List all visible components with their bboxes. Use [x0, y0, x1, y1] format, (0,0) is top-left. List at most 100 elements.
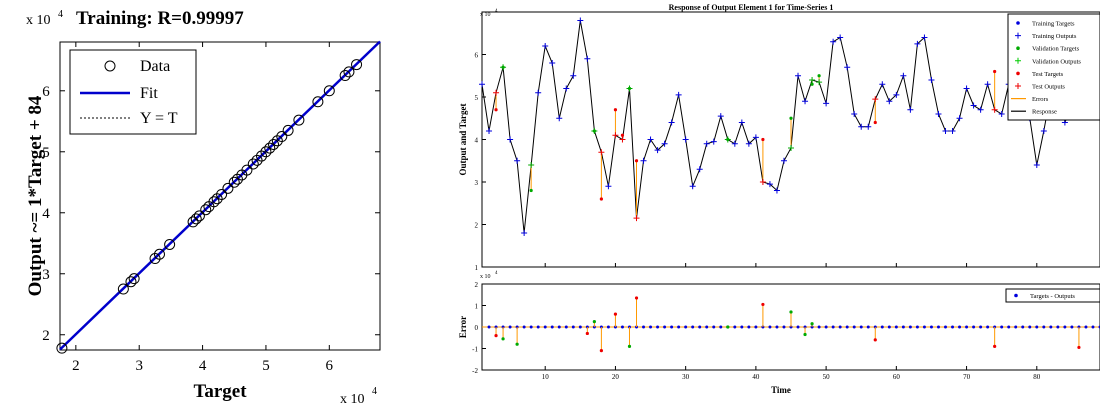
training-error-point — [536, 325, 540, 329]
validation-target — [789, 116, 793, 120]
training-output-marker — [521, 230, 528, 236]
response-y-tick-label: 1 — [475, 264, 479, 272]
error-point — [592, 320, 596, 324]
x-axis-label: Target — [193, 381, 247, 402]
training-output-marker — [570, 72, 577, 79]
training-output-marker — [907, 106, 914, 113]
data-point — [241, 164, 253, 176]
response-y-axis-label: Output and Target — [458, 103, 468, 175]
response-legend-label: Response — [1032, 109, 1057, 116]
training-error-point — [543, 325, 547, 329]
training-output-marker — [556, 115, 563, 122]
training-error-point — [1035, 325, 1039, 329]
test-target — [613, 108, 618, 112]
response-title: Response of Output Element 1 for Time-Se… — [669, 3, 834, 12]
response-legend-label: Training Outputs — [1032, 33, 1077, 40]
training-error-point — [936, 325, 940, 329]
error-y-multiplier-exp: 4 — [495, 271, 498, 276]
training-error-point — [831, 325, 835, 329]
response-legend-label: Validation Targets — [1032, 46, 1080, 53]
test-target — [634, 159, 639, 163]
training-error-point — [684, 325, 688, 329]
response-legend-label: Validation Outputs — [1032, 58, 1081, 65]
data-point — [211, 193, 223, 205]
training-output-marker — [956, 115, 963, 122]
training-error-point — [754, 325, 758, 329]
training-output-marker — [893, 91, 900, 98]
training-output-marker — [745, 140, 752, 147]
test-target — [620, 133, 625, 137]
training-output-marker — [752, 134, 759, 141]
legend-label-fit: Fit — [140, 85, 158, 102]
training-error-point — [908, 325, 912, 329]
error-point — [634, 296, 639, 300]
validation-target — [810, 82, 814, 86]
training-error-point — [550, 325, 554, 329]
training-output-marker — [647, 136, 654, 143]
data-point — [264, 142, 276, 154]
data-point — [216, 188, 228, 200]
error-y-tick-label: -1 — [472, 346, 478, 354]
training-output-marker — [577, 17, 584, 24]
response-y-multiplier: x 10 — [480, 12, 491, 18]
data-point — [228, 176, 240, 188]
training-output-marker — [928, 77, 935, 83]
training-output-marker — [970, 102, 977, 109]
training-output-marker — [668, 119, 675, 126]
training-output-marker — [914, 40, 921, 47]
error-x-tick-label: 70 — [963, 373, 971, 381]
error-x-tick-label: 60 — [893, 373, 901, 381]
training-output-marker — [584, 55, 591, 62]
response-y-tick-label: 2 — [475, 222, 479, 230]
training-error-point — [712, 325, 716, 329]
error-point — [1077, 345, 1081, 350]
training-output-marker — [703, 140, 710, 147]
training-error-point — [894, 325, 898, 329]
data-point — [128, 273, 140, 285]
training-error-point — [824, 325, 828, 329]
training-error-point — [922, 325, 926, 329]
training-output-marker — [900, 72, 907, 79]
training-output-marker — [542, 43, 549, 49]
x-multiplier-label: x 10 — [340, 392, 365, 407]
validation-output — [788, 145, 794, 151]
test-target — [761, 137, 765, 142]
test-output — [493, 89, 500, 96]
y-tick-label: 3 — [42, 267, 50, 283]
training-output-marker — [535, 89, 542, 96]
training-error-point — [557, 325, 561, 329]
y-multiplier-label: x 10 — [26, 13, 51, 28]
error-y-tick-label: 0 — [475, 324, 479, 332]
error-point — [873, 338, 877, 342]
error-x-tick-label: 80 — [1033, 373, 1041, 381]
training-error-point — [1098, 325, 1100, 329]
training-error-point — [972, 325, 976, 329]
training-error-point — [571, 325, 575, 329]
training-error-point — [487, 325, 491, 329]
test-output — [759, 179, 766, 185]
error-x-axis-label: Time — [771, 385, 791, 395]
validation-output — [500, 64, 507, 71]
x-multiplier-exponent: 4 — [372, 386, 377, 397]
error-legend-marker — [1014, 293, 1018, 298]
training-error-point — [1042, 325, 1046, 329]
training-error-point — [852, 325, 856, 329]
data-point — [231, 173, 243, 185]
data-point — [343, 66, 355, 78]
training-error-point — [670, 325, 674, 329]
response-y-tick-label: 3 — [475, 179, 479, 187]
training-error-point — [838, 325, 842, 329]
training-error-point — [740, 325, 744, 329]
data-point — [125, 276, 137, 288]
data-point — [117, 283, 129, 295]
training-output-marker — [802, 98, 809, 105]
training-error-point — [606, 325, 610, 329]
training-error-point — [620, 325, 624, 329]
training-error-point — [719, 325, 723, 329]
data-point — [276, 131, 288, 143]
validation-target — [817, 74, 821, 78]
training-output-marker — [675, 91, 682, 98]
training-error-point — [1084, 325, 1088, 329]
y-multiplier-exponent: 4 — [58, 9, 63, 20]
training-output-marker — [738, 119, 745, 126]
